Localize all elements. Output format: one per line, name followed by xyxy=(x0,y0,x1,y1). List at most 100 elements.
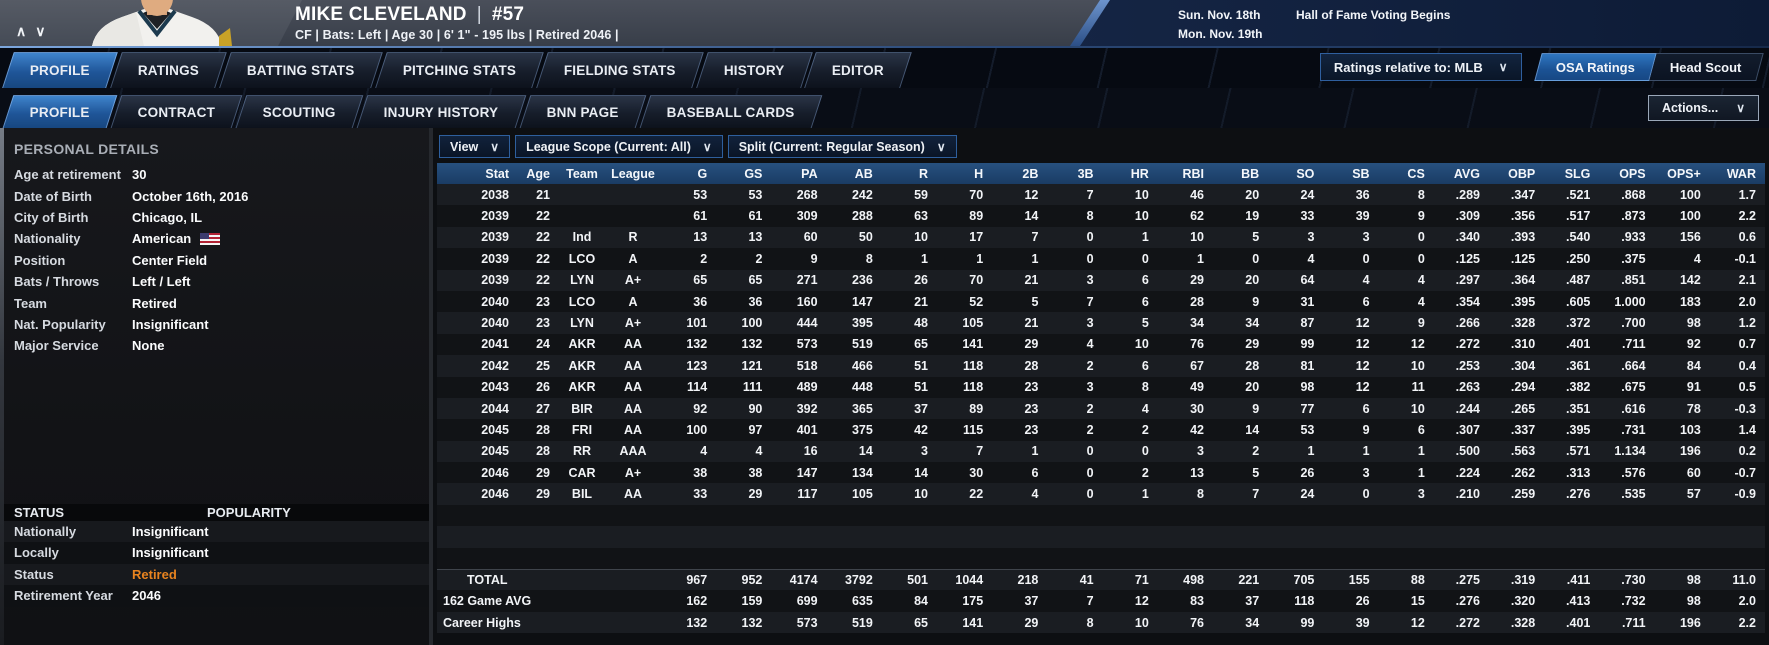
stats-row-2039-mlb: 2039 22 61 61 309 288 63 89 14 8 10 62 19 33 39 9.309.3… xyxy=(437,205,1765,227)
stats-panel: View ∨ League Scope (Current: All) ∨ Spl… xyxy=(433,128,1769,645)
column-header-ops[interactable]: OPS xyxy=(1619,166,1646,181)
detail-label: Nationality xyxy=(14,231,81,247)
summary-row-162-game-avg: 162 Game AVG 162 159 699 635 84 175 37 7 12 83 37 11… xyxy=(437,590,1765,612)
calendar-date: Sun. Nov. 18th xyxy=(1178,7,1261,22)
detail-label: Major Service xyxy=(14,338,99,354)
column-header-bb[interactable]: BB xyxy=(1241,166,1260,181)
status-value: Insignificant xyxy=(132,545,209,561)
subtab-label-contract: CONTRACT xyxy=(137,104,216,120)
column-header-g[interactable]: G xyxy=(697,166,708,181)
ratings-relative-dropdown[interactable]: Ratings relative to: MLB ∨ xyxy=(1319,53,1522,81)
status-label: Nationally xyxy=(14,523,77,539)
stats-spacer-row xyxy=(437,526,1765,548)
player-name-line: MIKE CLEVELAND | #57 xyxy=(295,4,619,26)
actions-dropdown[interactable]: Actions... ∨ xyxy=(1647,95,1759,121)
stats-filter-bar: View ∨ League Scope (Current: All) ∨ Spl… xyxy=(437,135,1769,158)
player-subtitle: CF | Bats: Left | Age 30 | 6' 1" - 195 l… xyxy=(295,28,619,42)
stats-spacer-row xyxy=(437,504,1765,527)
summary-row-total: TOTAL 967 952 4174 3792 501 1044 218 41 71 498 221 7… xyxy=(437,569,1765,591)
column-header-r[interactable]: R xyxy=(918,166,928,181)
stats-row-2041-akr: 2041 24 AKR AA 132 132 573 519 65 141 29 4 10 76 29 99 1… xyxy=(437,333,1765,356)
tab-fielding-stats[interactable]: FIELDING STATS xyxy=(536,52,704,88)
column-header-avg[interactable]: AVG xyxy=(1453,166,1480,181)
tab-pitching-stats[interactable]: PITCHING STATS xyxy=(374,52,544,88)
stats-row-2044-bir: 2044 27 BIR AA 92 90 392 365 37 89 23 2 4 30 9 77 6 10.24… xyxy=(437,397,1765,420)
status-title: STATUS xyxy=(14,504,65,520)
tab-history[interactable]: HISTORY xyxy=(695,52,813,88)
column-header-sb[interactable]: SB xyxy=(1352,166,1370,181)
detail-value: Left / Left xyxy=(132,274,191,290)
tab-editor[interactable]: EDITOR xyxy=(804,52,913,88)
chevron-down-icon: ∨ xyxy=(490,139,500,154)
subtab-contract[interactable]: CONTRACT xyxy=(110,95,243,128)
chevron-down-icon: ∨ xyxy=(936,139,946,154)
column-header-war[interactable]: WAR xyxy=(1726,166,1756,181)
column-header-rbi[interactable]: RBI xyxy=(1182,166,1204,181)
column-header-3b[interactable]: 3B xyxy=(1077,166,1094,181)
detail-row-major-service: Major Service None xyxy=(0,335,429,356)
previous-player-arrow-icon[interactable]: ∧ xyxy=(16,23,27,39)
ratings-relative-label: Ratings relative to: MLB xyxy=(1333,59,1483,75)
tab-label-ratings: RATINGS xyxy=(137,63,199,78)
detail-label: Team xyxy=(14,295,47,311)
subtab-injury-history[interactable]: INJURY HISTORY xyxy=(356,95,527,128)
view-dropdown[interactable]: View ∨ xyxy=(439,135,511,158)
status-row-locally: Locally Insignificant xyxy=(0,542,429,564)
detail-row-nat-popularity: Nat. Popularity Insignificant xyxy=(0,314,429,335)
league-scope-dropdown[interactable]: League Scope (Current: All) ∨ xyxy=(515,135,723,158)
column-header-2b[interactable]: 2B xyxy=(1022,166,1039,181)
detail-value: October 16th, 2016 xyxy=(132,188,249,204)
column-header-gs[interactable]: GS xyxy=(744,166,763,181)
stats-table-header: Stat Age Team League G GS PA AB R H 2B 3B HR RBI BB SO S… xyxy=(437,163,1765,184)
tab-profile[interactable]: PROFILE xyxy=(2,52,118,88)
tab-label-batting-stats: BATTING STATS xyxy=(246,63,355,78)
detail-row-position: Position Center Field xyxy=(0,250,429,271)
stats-row-2042-akr: 2042 25 AKR AA 123 121 518 466 51 118 28 2 6 67 28 81 12… xyxy=(437,355,1765,377)
column-header-ab[interactable]: AB xyxy=(854,166,873,181)
head-scout-button[interactable]: Head Scout xyxy=(1648,53,1763,81)
stats-row-2040-lco: 2040 23 LCO A 36 36 160 147 21 52 5 7 6 28 9 31 6 4.354.3… xyxy=(437,290,1765,313)
tab-ratings[interactable]: RATINGS xyxy=(110,52,227,88)
column-header-slg[interactable]: SLG xyxy=(1564,166,1591,181)
detail-label: Date of Birth xyxy=(14,188,92,204)
stats-row-2043-akr: 2043 26 AKR AA 114 111 489 448 51 118 23 3 8 49 20 98 12… xyxy=(437,376,1765,398)
subtab-baseball-cards[interactable]: BASEBALL CARDS xyxy=(639,95,822,128)
tab-label-fielding-stats: FIELDING STATS xyxy=(563,63,676,78)
calendar-event-row: Sun. Nov. 18th Hall of Fame Voting Begins xyxy=(1178,5,1450,24)
personal-details-panel: PERSONAL DETAILS Age at retirement 30 Date… xyxy=(0,128,433,645)
column-header-ops[interactable]: OPS+ xyxy=(1667,166,1701,181)
column-header-league[interactable]: League xyxy=(611,166,655,181)
column-header-h[interactable]: H xyxy=(974,166,984,181)
subtab-profile[interactable]: PROFILE xyxy=(2,95,118,128)
sub-tab-bar: PROFILE CONTRACT SCOUTING INJURY HISTORY BNN… xyxy=(0,88,1769,128)
calendar-date: Mon. Nov. 19th xyxy=(1178,26,1263,41)
status-row-nationally: Nationally Insignificant xyxy=(0,520,429,543)
tab-label-pitching-stats: PITCHING STATS xyxy=(402,63,516,78)
osa-ratings-label: OSA Ratings xyxy=(1555,59,1635,75)
summary-label: TOTAL xyxy=(467,573,508,588)
status-section-header: STATUS POPULARITY xyxy=(0,503,429,521)
column-header-stat[interactable]: Stat xyxy=(485,166,509,181)
head-scout-label: Head Scout xyxy=(1669,59,1741,75)
osa-ratings-button[interactable]: OSA Ratings xyxy=(1533,53,1657,81)
column-header-age[interactable]: Age xyxy=(526,166,550,181)
column-header-pa[interactable]: PA xyxy=(801,166,818,181)
league-scope-label: League Scope (Current: All) xyxy=(526,139,691,154)
subtab-label-bnn-page: BNN PAGE xyxy=(546,104,619,120)
subtab-bnn-page[interactable]: BNN PAGE xyxy=(519,95,646,128)
next-player-arrow-icon[interactable]: ∨ xyxy=(35,23,46,39)
actions-label: Actions... xyxy=(1661,101,1719,115)
column-header-hr[interactable]: HR xyxy=(1130,166,1149,181)
subtab-scouting[interactable]: SCOUTING xyxy=(235,95,364,128)
column-header-obp[interactable]: OBP xyxy=(1508,166,1536,181)
stats-row-2046-bil: 2046 29 BIL AA 33 29 117 105 10 22 4 0 1 8 7 24 0 3.210.2… xyxy=(437,483,1765,505)
column-header-so[interactable]: SO xyxy=(1296,166,1315,181)
detail-value: American xyxy=(132,231,221,246)
detail-value: Insignificant xyxy=(132,316,209,332)
column-header-cs[interactable]: CS xyxy=(1407,166,1425,181)
summary-label: Career Highs xyxy=(443,615,521,630)
split-dropdown[interactable]: Split (Current: Regular Season) ∨ xyxy=(727,135,957,158)
stats-row-2039-lyn: 2039 22 LYN A+ 65 65 271 236 26 70 21 3 6 29 20 64 4 4.29… xyxy=(437,269,1765,291)
column-header-team[interactable]: Team xyxy=(566,166,598,181)
tab-batting-stats[interactable]: BATTING STATS xyxy=(219,52,383,88)
